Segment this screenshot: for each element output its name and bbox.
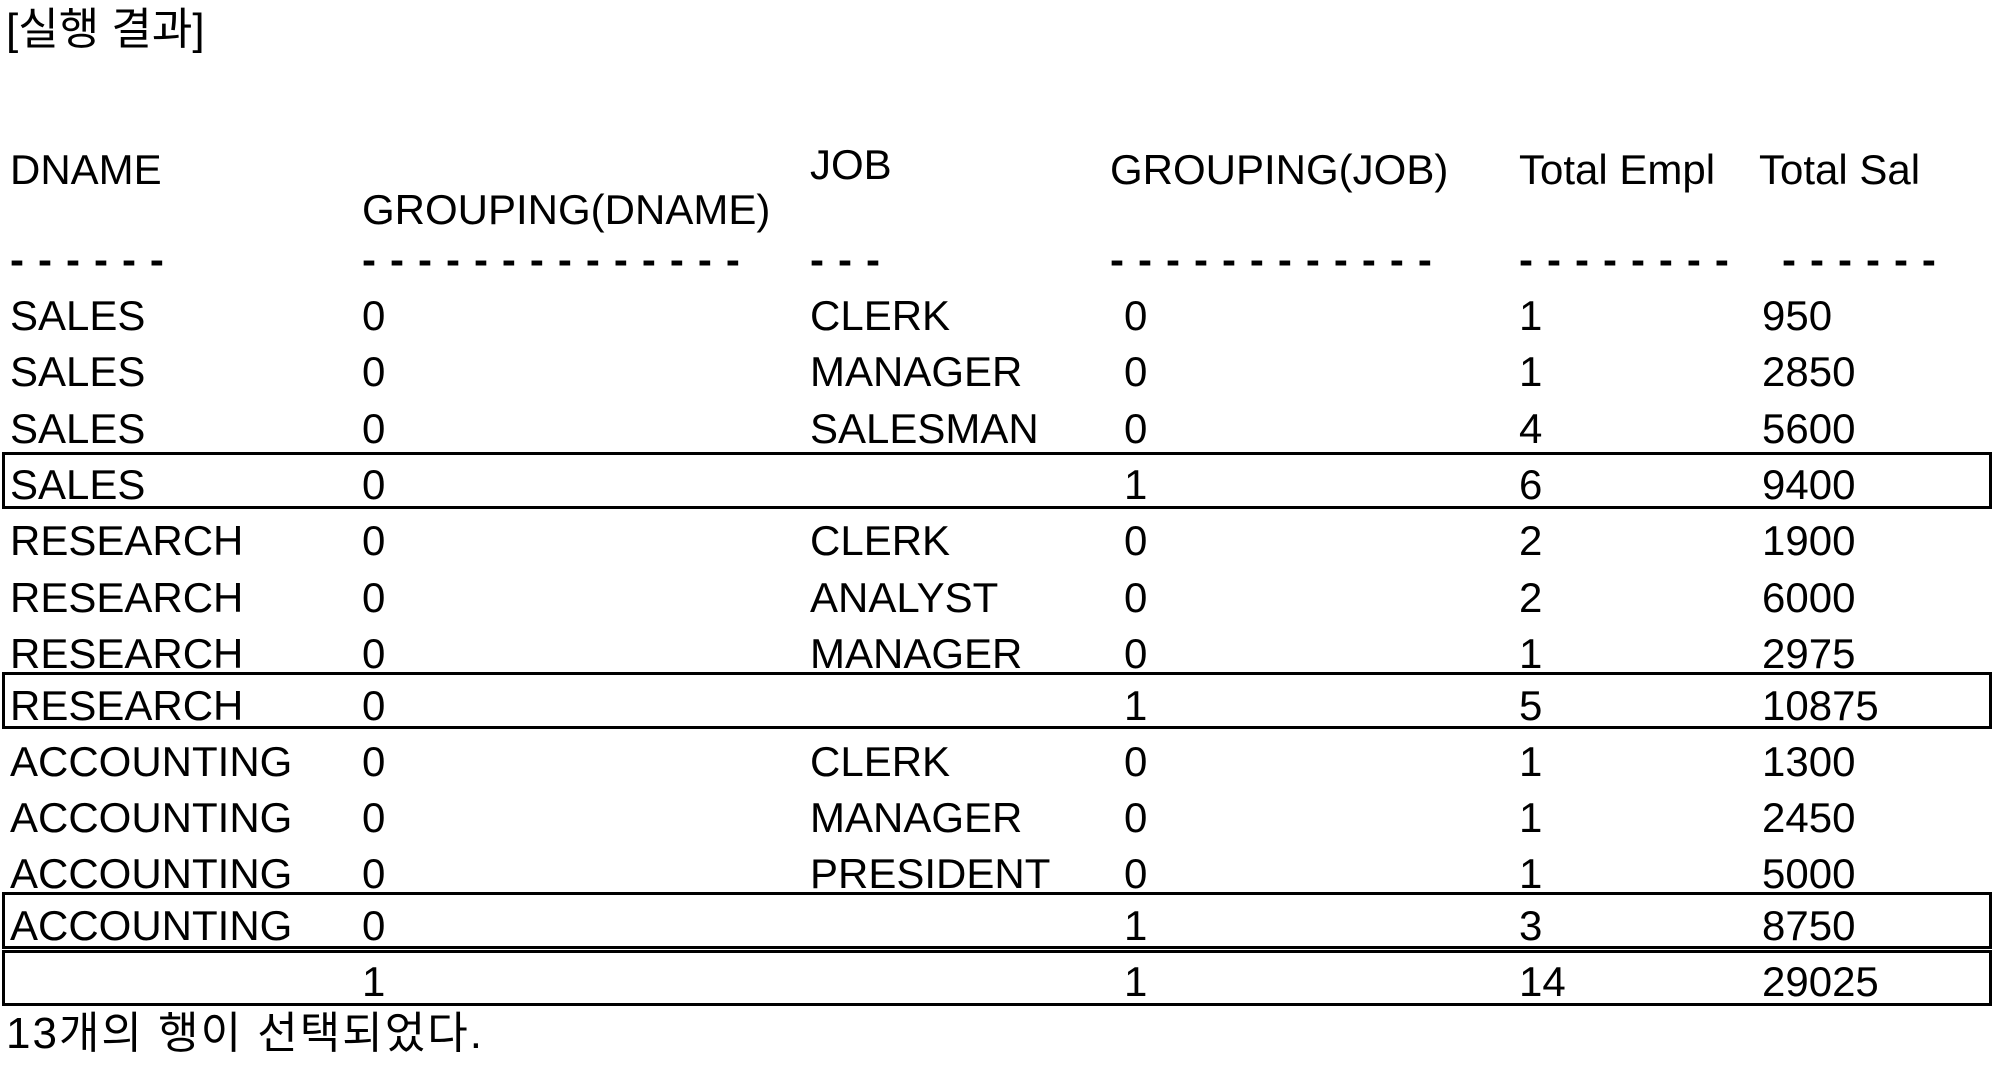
cell-grouping-dname: 0 <box>362 738 386 785</box>
cell-grouping-dname: 0 <box>362 574 386 621</box>
cell-grouping-job: 1 <box>1124 461 1148 508</box>
column-header-grouping-job: GROUPING(JOB) <box>1110 146 1449 193</box>
cell-dname: RESEARCH <box>10 630 244 677</box>
cell-job: MANAGER <box>810 348 1023 395</box>
cell-grouping-job: 0 <box>1124 348 1148 395</box>
cell-total-empl: 4 <box>1519 405 1543 452</box>
cell-grouping-dname: 1 <box>362 958 386 1005</box>
cell-total-sal: 1900 <box>1762 517 1856 564</box>
cell-job: ANALYST <box>810 574 999 621</box>
column-header-total-empl: Total Empl <box>1519 146 1716 193</box>
column-header-grouping-dname: GROUPING(DNAME) <box>362 186 771 233</box>
cell-total-sal: 6000 <box>1762 574 1856 621</box>
cell-grouping-dname: 0 <box>362 902 386 949</box>
header-underline-job: --- <box>810 236 894 283</box>
cell-total-sal: 950 <box>1762 292 1833 339</box>
grand-total-box <box>2 950 1992 1006</box>
subtotal-box-research <box>2 672 1992 729</box>
cell-total-empl: 2 <box>1519 517 1543 564</box>
cell-grouping-job: 0 <box>1124 517 1148 564</box>
cell-job: CLERK <box>810 517 951 564</box>
cell-job: SALESMAN <box>810 405 1039 452</box>
cell-grouping-job: 1 <box>1124 902 1148 949</box>
column-header-dname: DNAME <box>10 146 162 193</box>
cell-dname: SALES <box>10 405 146 452</box>
cell-total-empl: 1 <box>1519 292 1543 339</box>
cell-grouping-dname: 0 <box>362 461 386 508</box>
cell-grouping-dname: 0 <box>362 682 386 729</box>
cell-total-empl: 2 <box>1519 574 1543 621</box>
cell-grouping-dname: 0 <box>362 292 386 339</box>
cell-total-sal: 9400 <box>1762 461 1856 508</box>
cell-grouping-dname: 0 <box>362 850 386 897</box>
cell-grouping-job: 0 <box>1124 630 1148 677</box>
cell-total-sal: 5000 <box>1762 850 1856 897</box>
cell-total-sal: 2975 <box>1762 630 1856 677</box>
cell-total-empl: 1 <box>1519 850 1543 897</box>
cell-grouping-job: 0 <box>1124 738 1148 785</box>
cell-grouping-dname: 0 <box>362 517 386 564</box>
cell-total-empl: 1 <box>1519 348 1543 395</box>
cell-dname: ACCOUNTING <box>10 902 293 949</box>
cell-total-empl: 1 <box>1519 630 1543 677</box>
cell-total-empl: 14 <box>1519 958 1566 1005</box>
cell-total-sal: 5600 <box>1762 405 1856 452</box>
cell-dname: ACCOUNTING <box>10 850 293 897</box>
cell-grouping-dname: 0 <box>362 405 386 452</box>
cell-grouping-job: 0 <box>1124 292 1148 339</box>
subtotal-box-sales <box>2 452 1992 509</box>
cell-job: CLERK <box>810 292 951 339</box>
cell-dname: SALES <box>10 292 146 339</box>
cell-dname: RESEARCH <box>10 517 244 564</box>
rows-selected-message: 13개의 행이 선택되었다. <box>6 1009 484 1058</box>
cell-dname: ACCOUNTING <box>10 738 293 785</box>
cell-job: CLERK <box>810 738 951 785</box>
cell-grouping-job: 1 <box>1124 682 1148 729</box>
cell-total-empl: 1 <box>1519 794 1543 841</box>
cell-grouping-dname: 0 <box>362 794 386 841</box>
cell-dname: SALES <box>10 461 146 508</box>
header-underline-dname: ------ <box>10 236 178 283</box>
cell-job: PRESIDENT <box>810 850 1051 897</box>
cell-grouping-dname: 0 <box>362 348 386 395</box>
column-header-total-sal: Total Sal <box>1759 146 1921 193</box>
cell-total-empl: 1 <box>1519 738 1543 785</box>
cell-total-sal: 10875 <box>1762 682 1879 729</box>
column-header-job: JOB <box>810 141 892 188</box>
cell-grouping-job: 0 <box>1124 405 1148 452</box>
cell-total-sal: 2450 <box>1762 794 1856 841</box>
cell-total-sal: 29025 <box>1762 958 1879 1005</box>
cell-total-sal: 1300 <box>1762 738 1856 785</box>
cell-dname: SALES <box>10 348 146 395</box>
cell-total-sal: 8750 <box>1762 902 1856 949</box>
subtotal-box-accounting <box>2 892 1992 949</box>
header-underline-grouping-dname: -------------- <box>362 236 754 283</box>
cell-total-empl: 5 <box>1519 682 1543 729</box>
cell-dname: RESEARCH <box>10 682 244 729</box>
header-underline-total-empl: -------- <box>1519 236 1743 283</box>
cell-total-empl: 6 <box>1519 461 1543 508</box>
cell-total-sal: 2850 <box>1762 348 1856 395</box>
header-underline-total-sal: ------ <box>1782 236 1950 283</box>
header-underline-grouping-job: ------------ <box>1110 236 1446 283</box>
cell-grouping-job: 0 <box>1124 574 1148 621</box>
result-title: [실행 결과] <box>6 5 205 54</box>
cell-grouping-job: 0 <box>1124 794 1148 841</box>
cell-dname: ACCOUNTING <box>10 794 293 841</box>
cell-grouping-job: 0 <box>1124 850 1148 897</box>
cell-dname: RESEARCH <box>10 574 244 621</box>
cell-grouping-dname: 0 <box>362 630 386 677</box>
cell-total-empl: 3 <box>1519 902 1543 949</box>
cell-job: MANAGER <box>810 794 1023 841</box>
cell-job: MANAGER <box>810 630 1023 677</box>
cell-grouping-job: 1 <box>1124 958 1148 1005</box>
